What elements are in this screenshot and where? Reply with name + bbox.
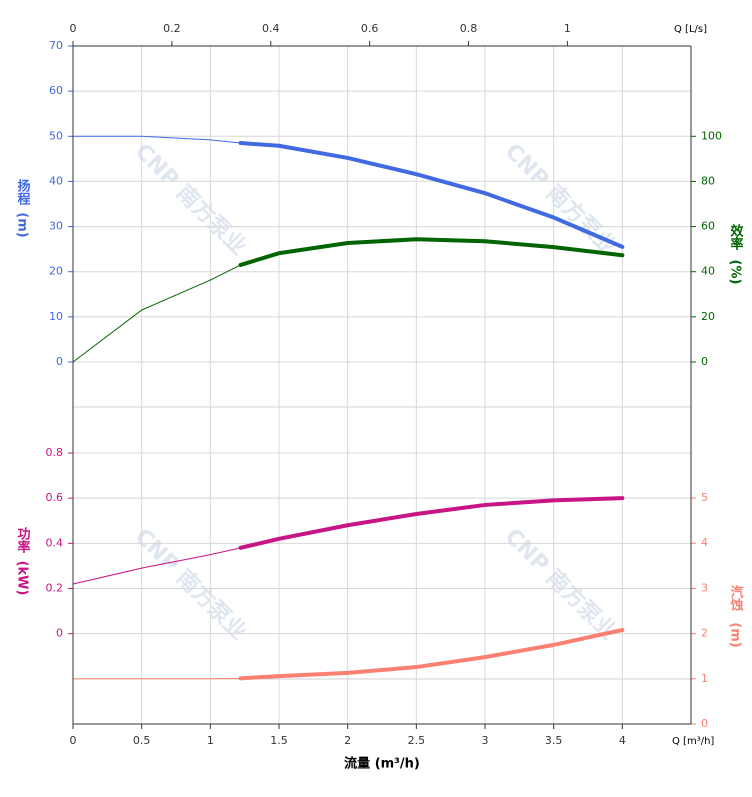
axis-title: 汽蚀 <box>728 584 745 612</box>
x2-tick-label: 0 <box>70 22 77 35</box>
watermark: CNP 南方泵业 <box>500 138 622 260</box>
y-tick-label: 2 <box>701 627 708 640</box>
axis-unit: (m) <box>15 212 30 237</box>
curve-thin <box>72 264 242 363</box>
x2-tick-label: 1 <box>564 22 571 35</box>
watermark: CNP 南方泵业 <box>130 523 252 645</box>
x2-tick-label: 0.2 <box>163 22 181 35</box>
watermark: CNP 南方泵业 <box>130 138 252 260</box>
y-tick-label: 80 <box>701 174 715 187</box>
y-tick-label: 70 <box>49 39 63 52</box>
x2-tick-label: 0.4 <box>262 22 280 35</box>
y-tick-label: 0.6 <box>46 491 64 504</box>
y-tick-label: 0 <box>56 355 63 368</box>
curve-bold <box>238 237 625 267</box>
axis-title: 效率 <box>728 223 744 251</box>
watermark: CNP 南方泵业 <box>500 523 622 645</box>
y-tick-label: 40 <box>701 265 715 278</box>
y-tick-label: 100 <box>701 129 722 142</box>
x-tick-label: 2 <box>344 734 351 747</box>
y-tick-label: 40 <box>49 174 63 187</box>
x-axis-title: 流量 (m³/h) <box>344 756 420 772</box>
axis-unit: (m) <box>728 622 743 647</box>
axis-title: 功率 <box>15 527 31 554</box>
y-tick-label: 30 <box>49 220 63 233</box>
x-tick-label: 4 <box>619 734 626 747</box>
x2-tick-label: 0.6 <box>361 22 379 35</box>
x-tick-label: 1 <box>207 734 214 747</box>
x-tick-label: 3 <box>482 734 489 747</box>
y-tick-label: 10 <box>49 310 63 323</box>
x-tick-label: 3.5 <box>545 734 563 747</box>
x-tick-label: 1.5 <box>270 734 288 747</box>
y-tick-label: 0.8 <box>46 446 64 459</box>
curve-thin <box>72 135 242 144</box>
y-tick-label: 60 <box>701 220 715 233</box>
curve-bold <box>238 496 625 550</box>
x-tick-label: 0.5 <box>133 734 151 747</box>
x2-tick-label: 0.8 <box>460 22 478 35</box>
y-tick-label: 50 <box>49 129 63 142</box>
y-tick-label: 0.2 <box>46 582 64 595</box>
y-tick-label: 3 <box>701 581 708 594</box>
y-tick-label: 0 <box>701 717 708 730</box>
axis-unit: (kW) <box>15 561 30 596</box>
curve-bold <box>238 627 625 681</box>
x-tick-label: 0 <box>70 734 77 747</box>
y-tick-label: 20 <box>701 310 715 323</box>
axis-title: 扬程 <box>15 178 31 206</box>
top-axis-label: Q [L/s] <box>674 24 707 35</box>
y-tick-label: 0.4 <box>46 536 64 549</box>
axis-unit: (%) <box>728 260 743 285</box>
x-unit-label: Q [m³/h] <box>672 736 714 747</box>
y-tick-label: 5 <box>701 491 708 504</box>
y-tick-label: 1 <box>701 672 708 685</box>
y-tick-label: 20 <box>49 265 63 278</box>
curve-thin <box>72 547 242 585</box>
curve-bold <box>238 141 625 249</box>
y-tick-label: 4 <box>701 536 708 549</box>
y-tick-label: 0 <box>56 627 63 640</box>
y-tick-label: 0 <box>701 355 708 368</box>
x-tick-label: 2.5 <box>408 734 426 747</box>
y-tick-label: 60 <box>49 84 63 97</box>
